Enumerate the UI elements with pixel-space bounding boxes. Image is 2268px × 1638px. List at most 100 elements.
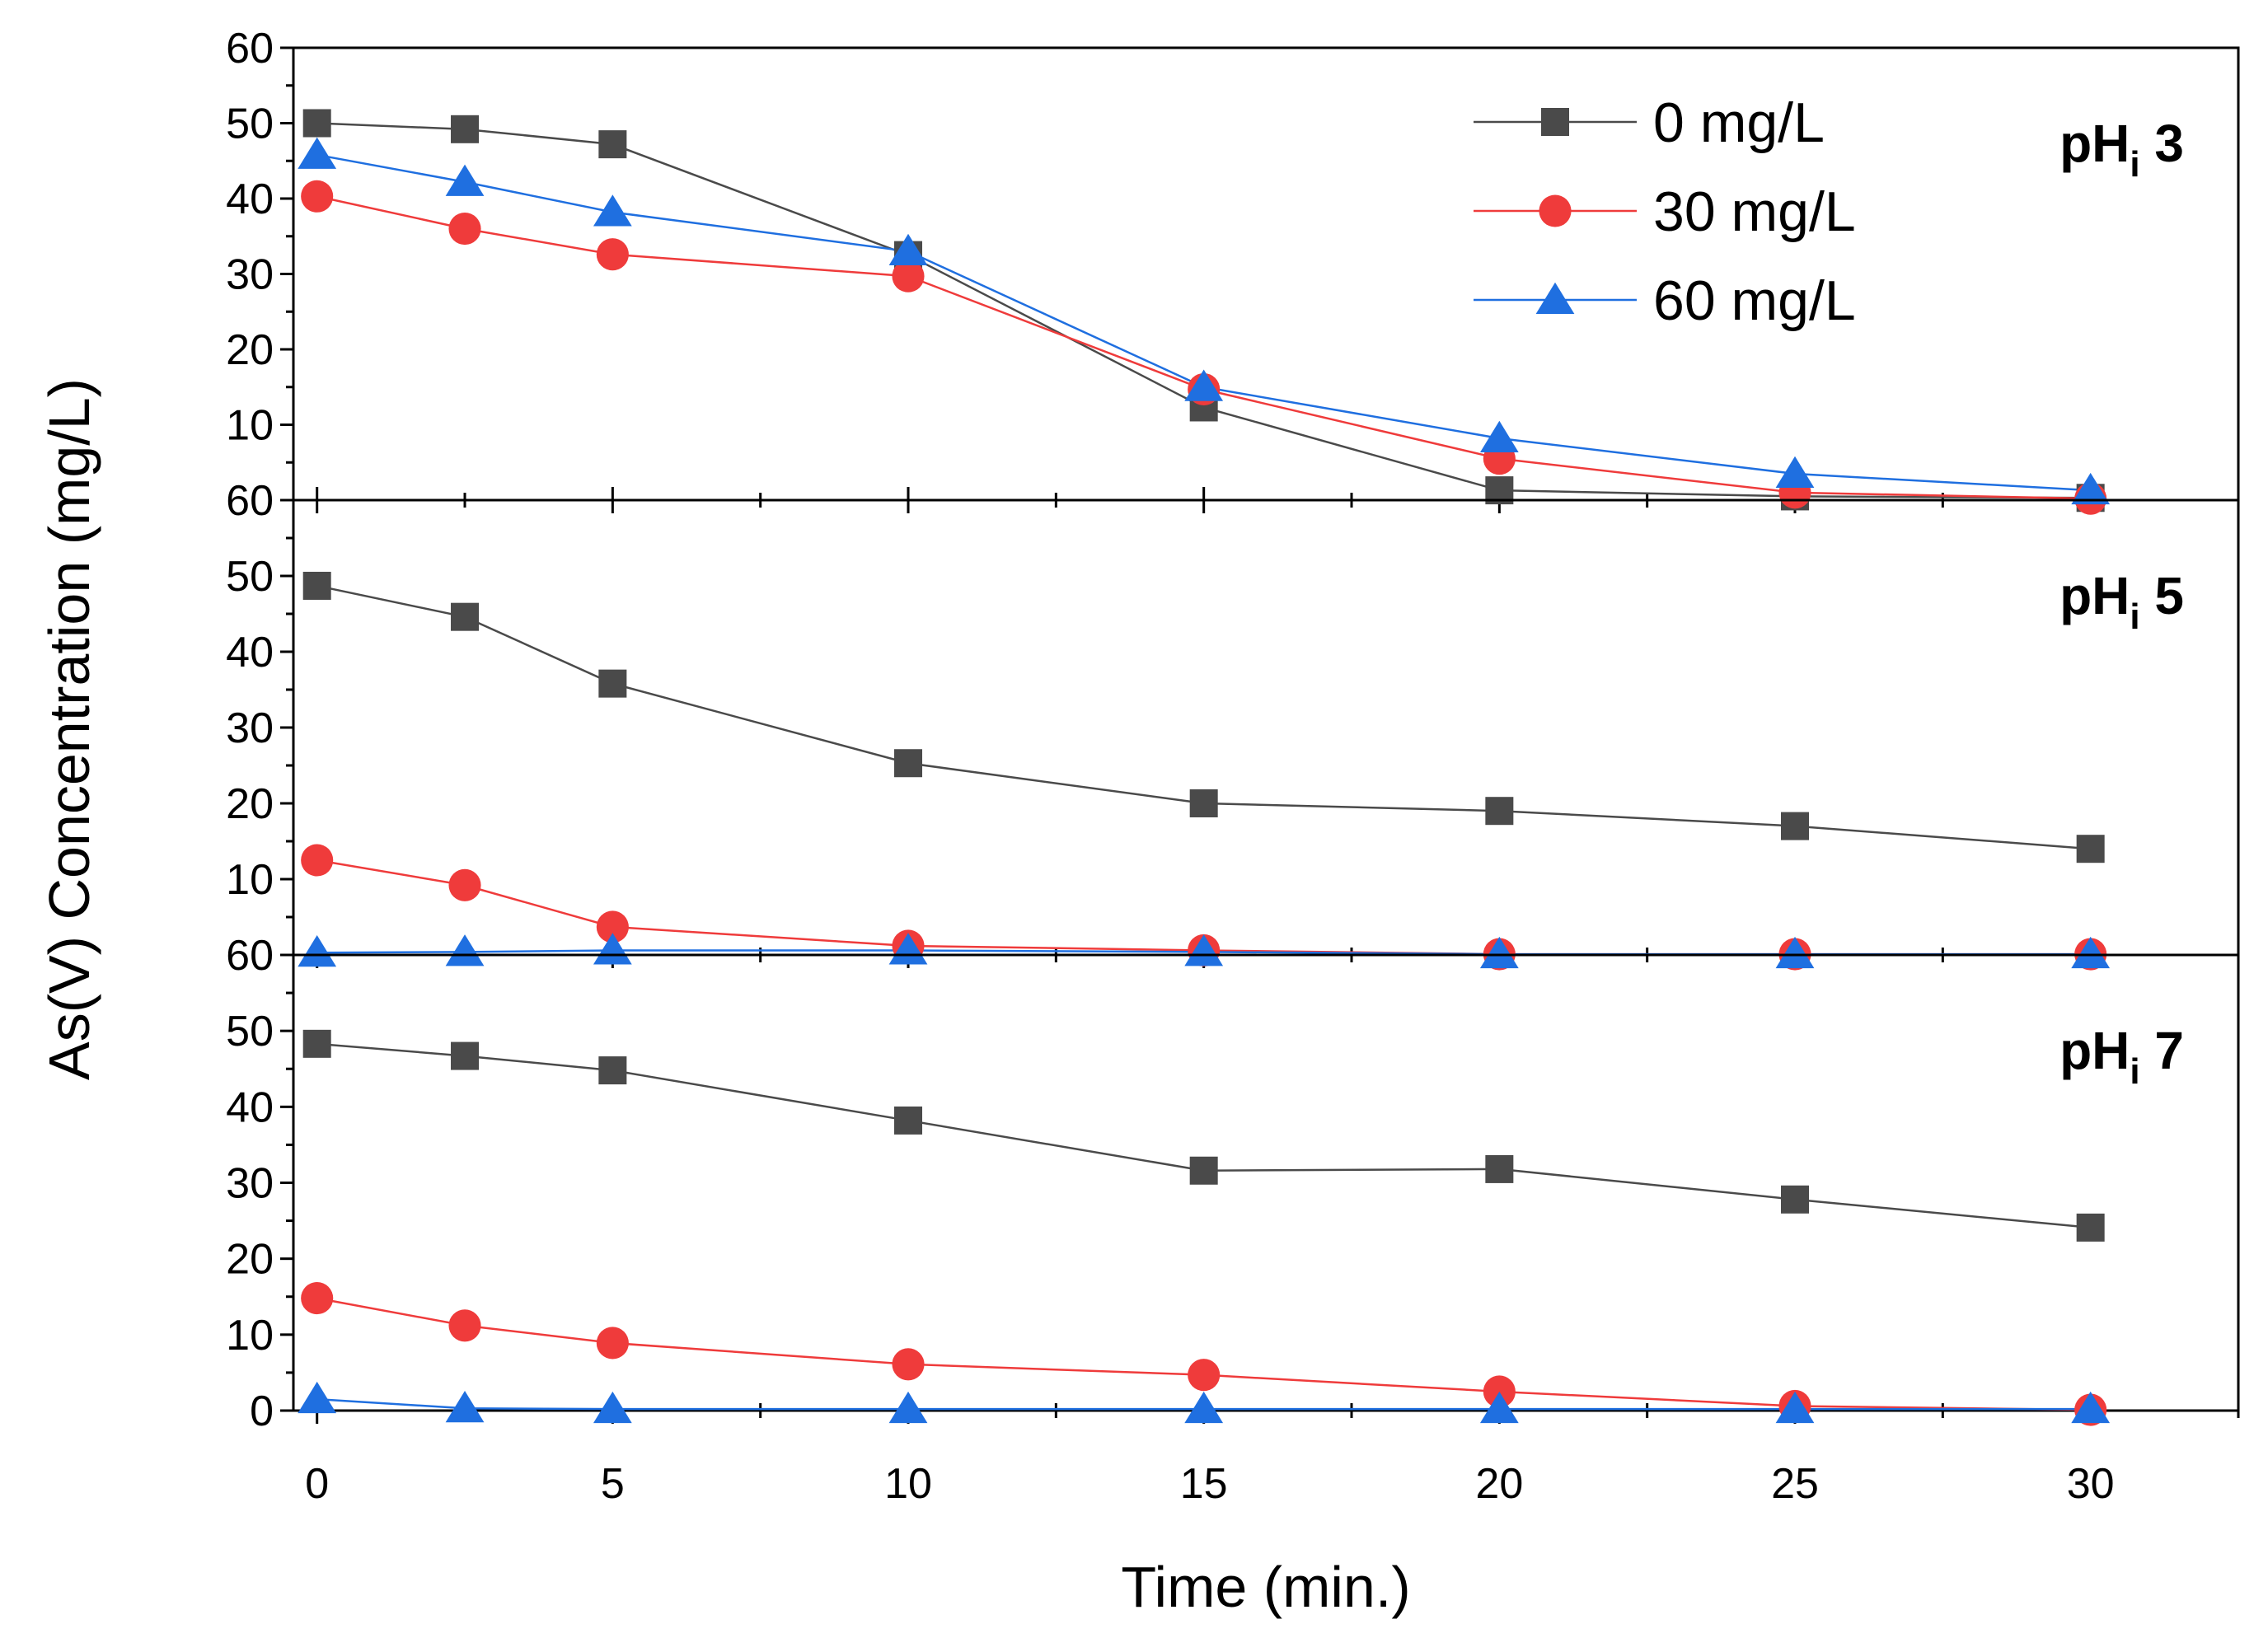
x-tick-label: 10	[884, 1460, 932, 1508]
data-point-triangle	[1479, 420, 1519, 452]
y-tick-label: 10	[226, 402, 274, 450]
y-tick-label: 40	[226, 176, 274, 223]
x-tick-label: 5	[601, 1460, 625, 1508]
data-point-triangle	[2071, 472, 2111, 505]
x-axis-title: Time (min.)	[1121, 1555, 1410, 1619]
panel-label-main: pH	[2059, 114, 2130, 173]
data-point-circle	[596, 238, 629, 271]
data-point-square	[2076, 835, 2105, 863]
data-point-circle	[301, 844, 334, 877]
data-point-circle	[892, 260, 925, 292]
data-point-triangle	[445, 1390, 485, 1423]
data-point-triangle	[1775, 936, 1815, 969]
y-tick-label: 10	[226, 1312, 274, 1360]
x-tick-label: 25	[1771, 1460, 1819, 1508]
y-tick-label: 20	[226, 780, 274, 828]
data-point-triangle	[888, 1391, 928, 1424]
data-point-circle	[448, 1309, 481, 1342]
legend-marker-circle	[1539, 194, 1572, 227]
series-line-square	[316, 122, 2091, 499]
panel-frame	[292, 46, 2240, 502]
data-point-circle	[596, 910, 629, 943]
x-tick-label: 30	[2067, 1460, 2115, 1508]
panel-label-main: pH	[2059, 1021, 2130, 1080]
data-point-triangle	[445, 164, 485, 196]
data-point-circle	[448, 868, 481, 901]
legend: 0 mg/L 30 mg/L 60 mg/L	[1474, 91, 1856, 332]
data-point-square	[1485, 797, 1514, 826]
data-point-square	[598, 669, 627, 698]
panel-label-subscript: i	[2130, 597, 2139, 637]
panel-label-number: 3	[2140, 114, 2184, 173]
panel-label: pHi 7	[2059, 1021, 2184, 1092]
data-point-triangle	[1479, 936, 1519, 969]
y-tick-label: 60	[226, 25, 274, 73]
data-point-triangle	[1184, 1391, 1224, 1424]
data-point-triangle	[1775, 456, 1815, 488]
data-point-triangle	[445, 934, 485, 966]
y-tick-label: 20	[226, 326, 274, 374]
data-point-triangle	[1479, 1391, 1519, 1424]
y-tick-label: 50	[226, 101, 274, 148]
series-line-circle	[316, 195, 2091, 500]
data-point-triangle	[593, 933, 632, 965]
x-tick-label: 0	[305, 1460, 329, 1508]
y-tick-label: 30	[226, 1160, 274, 1208]
y-tick-label-bottom: 60	[226, 932, 274, 980]
data-point-square	[302, 1029, 331, 1058]
data-point-square	[2076, 1213, 2105, 1242]
series-line-circle	[316, 1297, 2091, 1411]
y-tick-label-bottom: 60	[226, 477, 274, 525]
panel-label-main: pH	[2059, 566, 2130, 625]
data-point-square	[894, 749, 923, 778]
y-tick-label: 50	[226, 553, 274, 601]
data-point-square	[1781, 1185, 1810, 1214]
data-point-triangle	[888, 933, 928, 965]
y-tick-label: 30	[226, 251, 274, 299]
series-line-square	[316, 1042, 2091, 1229]
x-tick-labels: 0 5 10 15 20 25 30	[305, 1460, 2114, 1508]
data-point-triangle	[1184, 934, 1224, 966]
data-point-triangle	[593, 1391, 632, 1424]
series-line-triangle	[316, 153, 2091, 492]
x-tick-label: 20	[1475, 1460, 1523, 1508]
panel-label-subscript: i	[2130, 144, 2139, 185]
legend-entry: 0 mg/L	[1653, 91, 1825, 154]
data-point-triangle	[298, 1381, 337, 1414]
data-point-square	[1189, 1156, 1218, 1185]
data-point-circle	[892, 1348, 925, 1381]
series-line-triangle	[316, 1397, 2091, 1411]
panel-label: pHi 3	[2059, 114, 2184, 185]
data-point-square	[302, 571, 331, 600]
data-point-circle	[596, 1327, 629, 1360]
data-point-triangle	[2071, 936, 2111, 969]
data-point-square	[894, 1106, 923, 1135]
data-point-square	[598, 130, 627, 159]
data-point-triangle	[593, 194, 632, 227]
legend-entry: 60 mg/L	[1653, 269, 1856, 332]
y-tick-label: 40	[226, 629, 274, 676]
data-point-triangle	[298, 137, 337, 169]
panel-1: 10 20 30 40 50 60 60 pHi 3	[226, 25, 2240, 525]
legend-marker-square	[1541, 108, 1569, 136]
y-tick-label: 50	[226, 1008, 274, 1055]
panel-label-subscript: i	[2130, 1051, 2139, 1092]
data-point-triangle	[2071, 1391, 2111, 1424]
data-point-square	[302, 109, 331, 138]
data-point-triangle	[298, 934, 337, 967]
panel-label: pHi 5	[2059, 566, 2184, 637]
data-point-square	[451, 602, 480, 631]
series-line-square	[316, 584, 2091, 850]
legend-entry: 30 mg/L	[1653, 180, 1856, 243]
data-point-triangle	[888, 233, 928, 266]
y-tick-label: 20	[226, 1236, 274, 1284]
panel-label-number: 7	[2140, 1021, 2184, 1080]
data-point-square	[1781, 812, 1810, 840]
data-point-square	[451, 115, 480, 143]
y-tick-label: 30	[226, 704, 274, 752]
legend-marker-triangle	[1535, 282, 1575, 314]
y-tick-label: 40	[226, 1083, 274, 1131]
data-point-square	[1485, 1154, 1514, 1183]
